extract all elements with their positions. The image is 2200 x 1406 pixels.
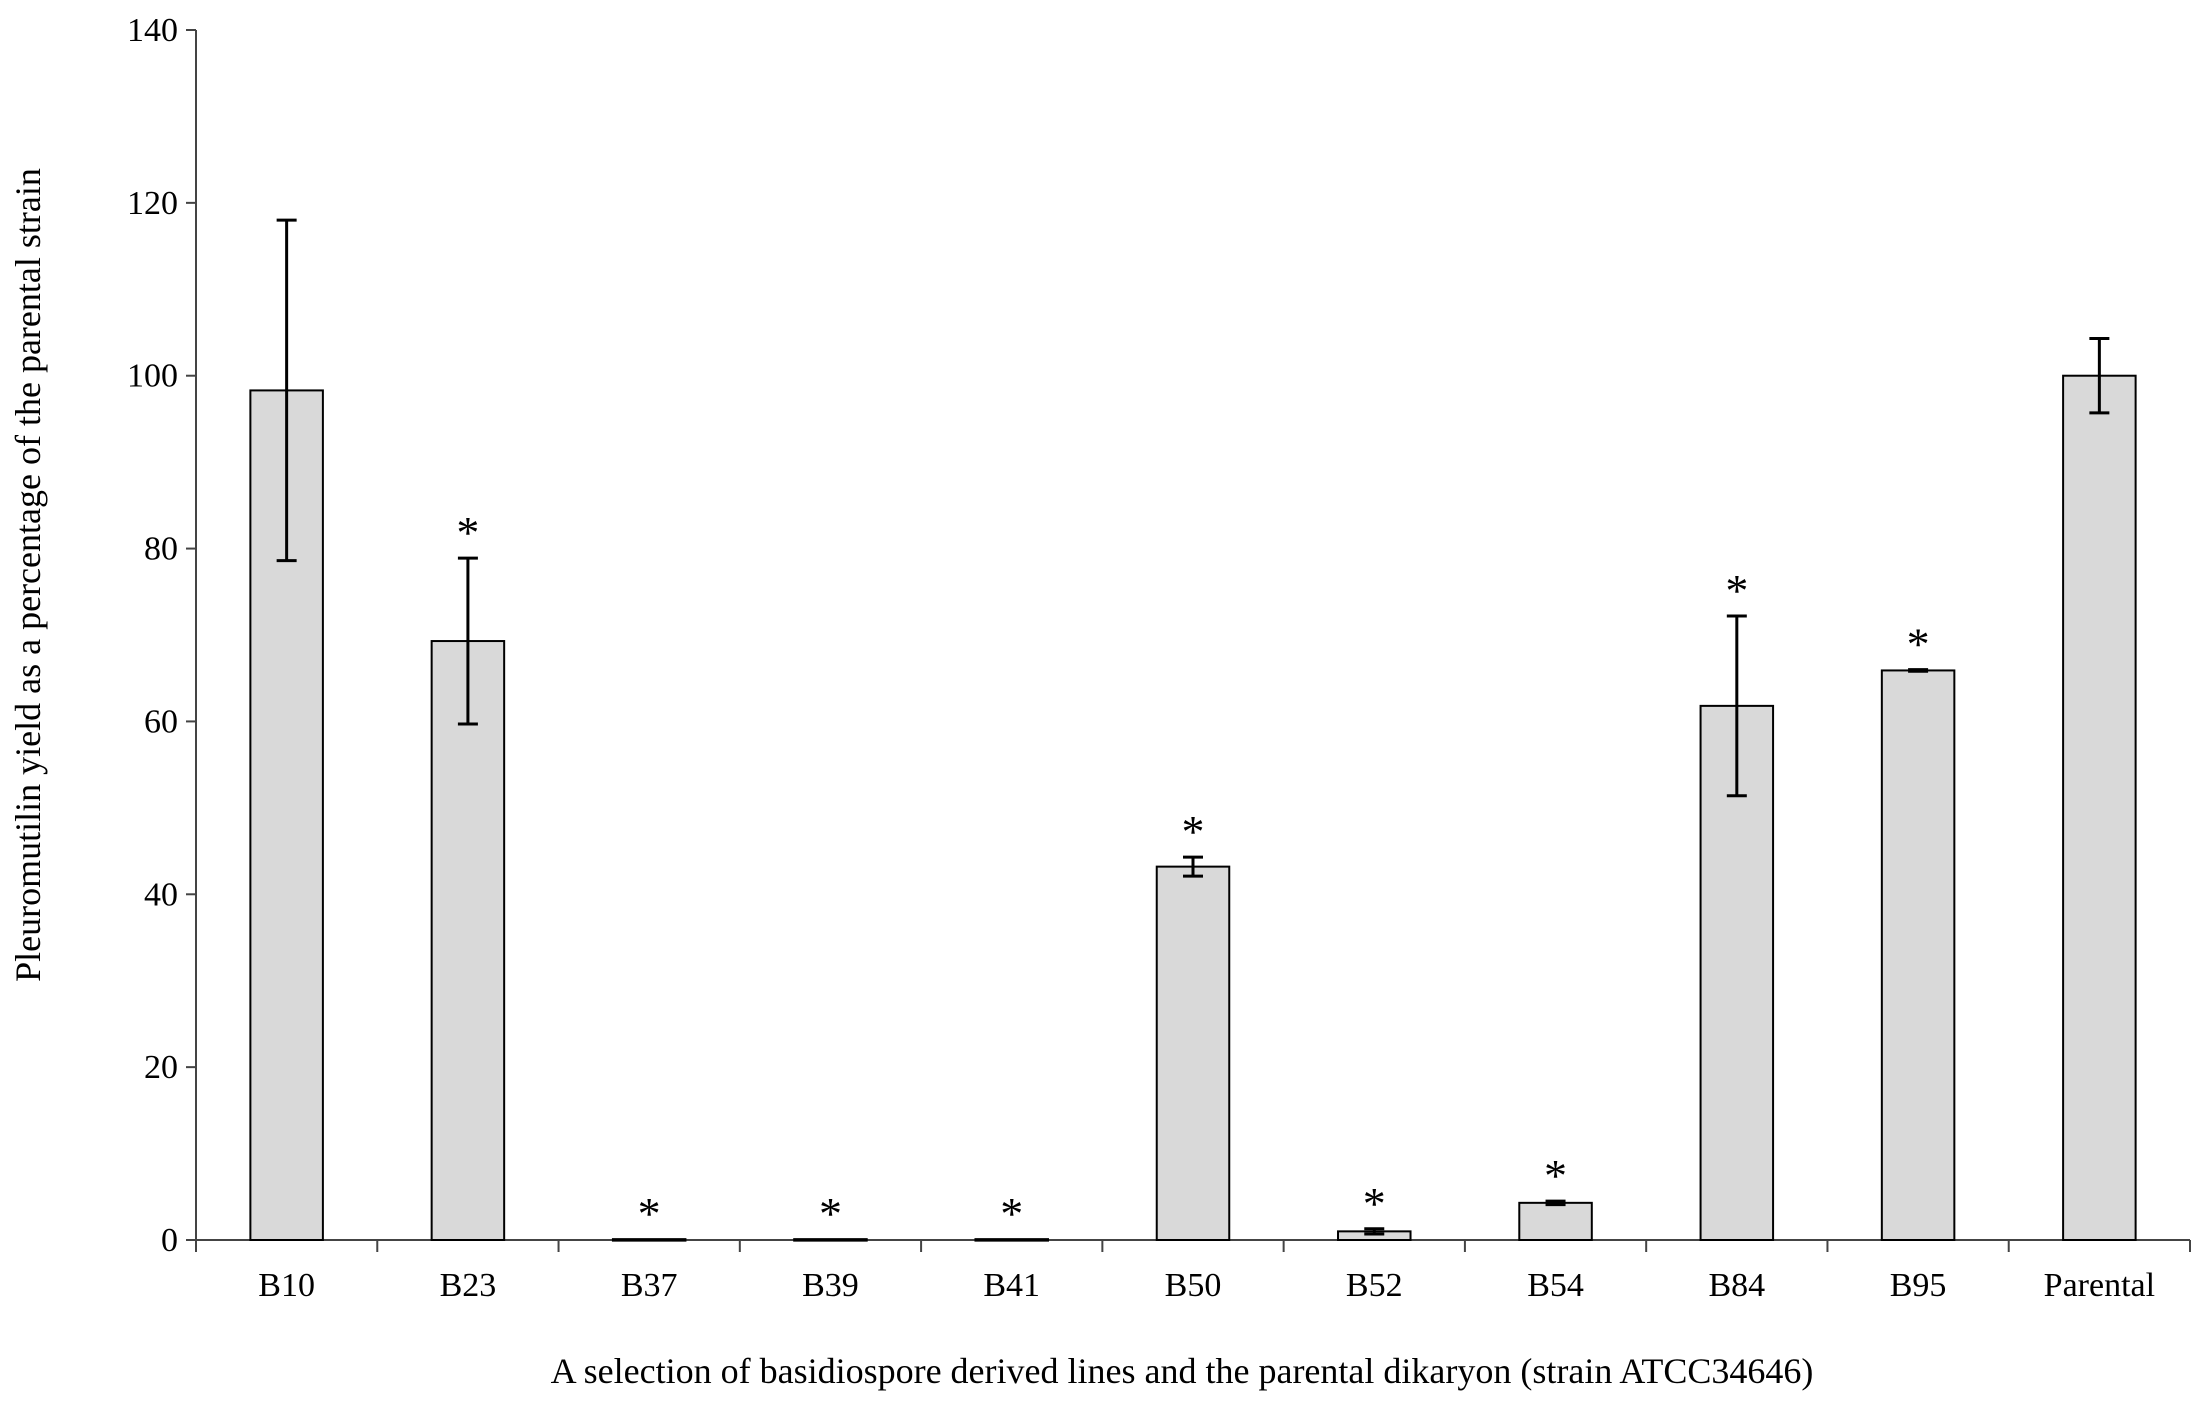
y-axis: 0 20 40 60 80 100 120 140 [127,12,197,1259]
bar [1880,669,1956,1241]
bar [2062,374,2137,1241]
x-tick-label: B54 [1527,1267,1584,1304]
y-tick-label: 40 [144,876,178,913]
significance-star: * [1000,1188,1023,1239]
x-tick-label: B23 [440,1267,497,1304]
x-tick-label: B52 [1346,1267,1403,1304]
bar [793,1238,868,1242]
significance-star: * [1544,1150,1567,1201]
error-bars [276,218,2110,1236]
bar [1518,1201,1593,1241]
y-tick-label: 140 [127,12,178,49]
bar [430,640,506,1241]
bar [974,1238,1049,1242]
bar [1155,865,1231,1242]
y-tick-label: 0 [161,1222,178,1259]
x-tick-label: Parental [2044,1267,2155,1304]
y-tick-label: 60 [144,703,178,740]
y-tick-label: 100 [127,358,178,395]
y-tick-label: 80 [144,531,178,568]
x-tick-label: B84 [1708,1267,1765,1304]
x-axis: B10 B23 B37 B39 B41 B50 B52 B54 B84 B95 Parental [195,1239,2191,1304]
x-tick-label: B50 [1165,1267,1222,1304]
x-tick-label: B39 [802,1267,859,1304]
significance-star: * [1182,806,1205,857]
y-tick-label: 20 [144,1049,178,1086]
x-tick-label: B95 [1890,1267,1947,1304]
x-axis-title: A selection of basidiospore derived line… [551,1351,1814,1391]
bar [611,1238,687,1242]
x-tick-label: B37 [621,1267,678,1304]
y-axis-title: Pleuromutilin yield as a percentage of t… [8,168,48,982]
significance-star: * [1725,565,1748,616]
significance-star: * [819,1188,842,1239]
significance-star: * [1907,619,1930,670]
significance-markers: * * * * * * * * * [456,507,1929,1239]
y-tick-label: 120 [127,185,178,222]
significance-star: * [638,1188,661,1239]
significance-star: * [456,507,479,558]
x-tick-label: B10 [258,1267,315,1304]
x-tick-label: B41 [983,1267,1040,1304]
significance-star: * [1363,1178,1386,1229]
